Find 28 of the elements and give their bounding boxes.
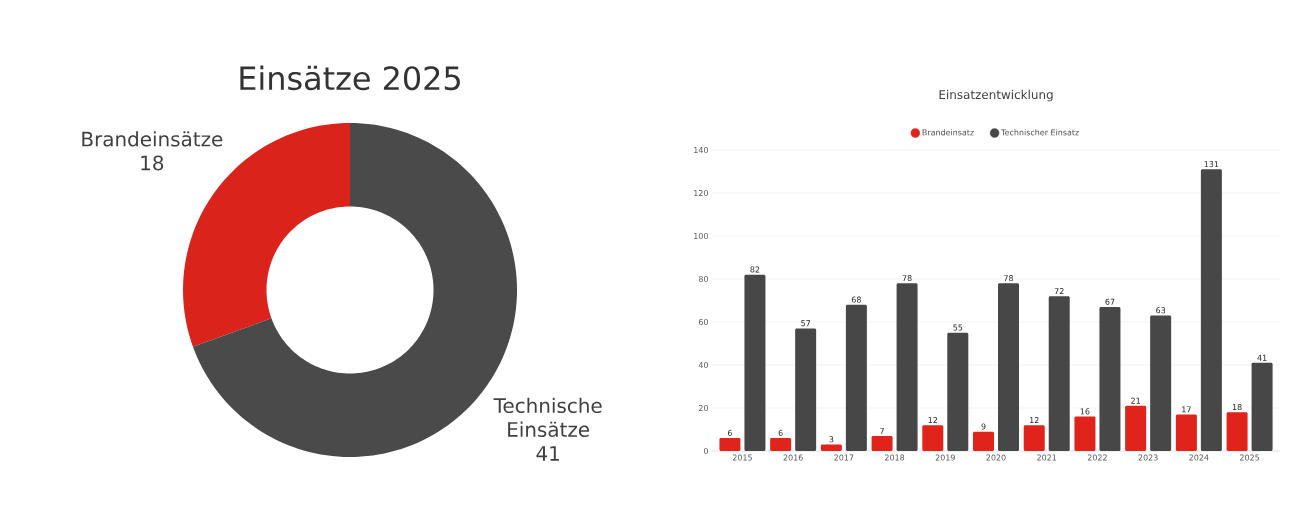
bar	[770, 438, 792, 451]
data-label: 41	[536, 446, 559, 461]
bar	[1125, 405, 1147, 451]
chart-title: Einsatzentwicklung	[939, 89, 1053, 102]
bar	[1023, 425, 1045, 451]
bar	[896, 283, 918, 451]
bar	[744, 274, 766, 451]
bar	[1251, 362, 1273, 451]
bar	[719, 438, 741, 451]
bar	[1048, 296, 1070, 451]
bar	[845, 304, 867, 451]
bar	[820, 444, 842, 451]
bar	[1175, 414, 1197, 451]
bar	[1200, 169, 1222, 451]
bar	[973, 431, 995, 451]
bar	[1150, 315, 1172, 451]
slice-label: Brandeinsätze	[82, 131, 223, 147]
slice-label: Technische Einsätze	[493, 397, 602, 438]
bar	[947, 332, 969, 451]
data-label: 18	[141, 155, 164, 171]
bar	[871, 435, 893, 451]
bar	[795, 328, 817, 451]
bar	[1099, 306, 1121, 451]
bar	[1226, 412, 1248, 451]
bar	[922, 425, 944, 451]
chart-title: Einsätze 2025	[240, 65, 460, 91]
bar	[998, 283, 1020, 451]
bar	[1074, 416, 1096, 451]
